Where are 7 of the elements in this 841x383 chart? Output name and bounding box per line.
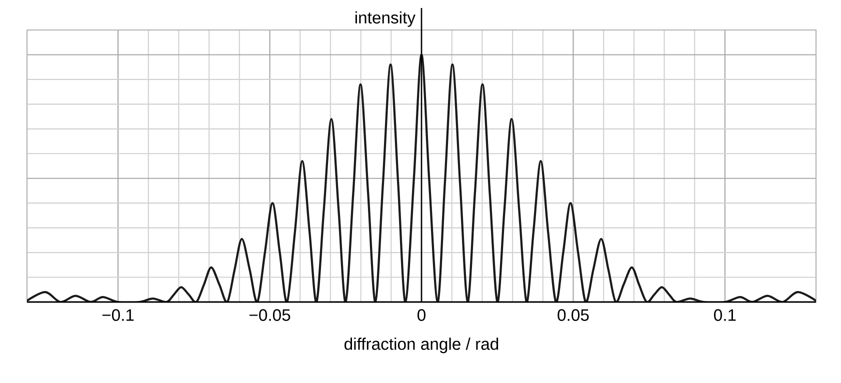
x-tick-label: −0.05 [250, 309, 290, 321]
x-tick-label: 0.05 [558, 309, 589, 321]
y-axis-title: intensity [355, 11, 416, 27]
x-axis-title: diffraction angle / rad [344, 338, 498, 354]
x-tick-label: −0.1 [102, 309, 134, 321]
x-tick-label: 0 [418, 309, 426, 321]
x-tick-label: 0.1 [714, 309, 736, 321]
